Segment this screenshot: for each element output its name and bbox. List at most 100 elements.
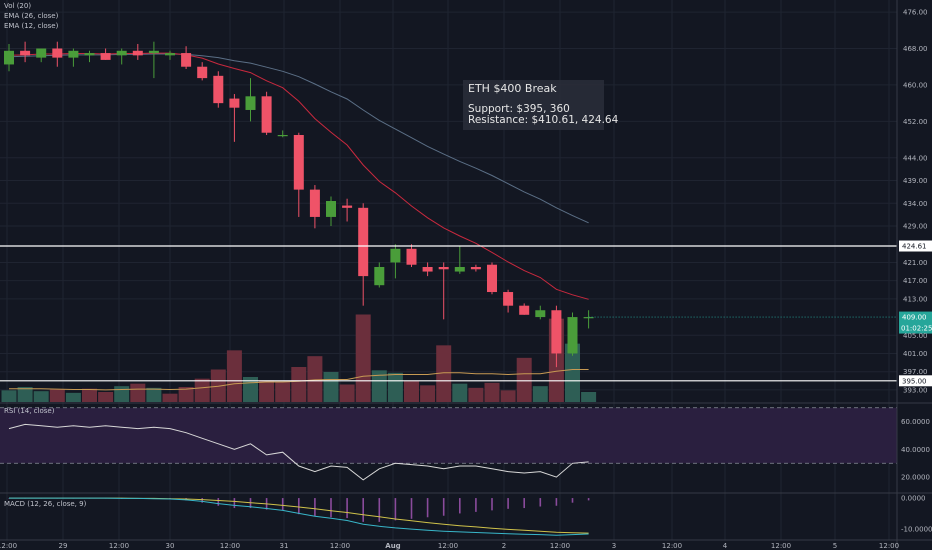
macd-histogram-bar xyxy=(491,498,493,511)
price-tick: 460.00 xyxy=(903,81,928,89)
time-tick: 30 xyxy=(166,542,175,550)
macd-histogram-bar xyxy=(233,498,236,509)
macd-histogram-bar xyxy=(298,498,300,515)
price-tick: 393.00 xyxy=(903,386,928,394)
annotation-box[interactable]: ETH $400 Break Support: $395, 360 Resist… xyxy=(463,80,619,130)
price-tick: 397.00 xyxy=(903,368,928,376)
time-tick: Aug xyxy=(385,542,400,550)
macd-histogram-bar xyxy=(201,498,203,503)
time-tick: 12:00 xyxy=(109,542,129,550)
vol-legend[interactable]: Vol (20) xyxy=(4,2,31,10)
time-tick: 12:00 xyxy=(879,542,899,550)
candle-body xyxy=(551,310,562,354)
macd-histogram-bar xyxy=(539,498,542,507)
candle-body xyxy=(438,267,449,270)
macd-tick: 0.0000 xyxy=(901,495,926,503)
price-tick: 405.00 xyxy=(903,332,928,340)
candle-body xyxy=(36,48,47,58)
candle-body xyxy=(567,317,578,354)
macd-histogram-bar xyxy=(426,498,429,518)
volume-bar xyxy=(371,370,387,402)
macd-legend[interactable]: MACD (12, 26, close, 9) xyxy=(4,500,87,508)
macd-histogram-bar xyxy=(346,498,348,519)
macd-histogram-bar xyxy=(475,498,477,512)
time-tick: 12:00 xyxy=(771,542,791,550)
volume-bar xyxy=(82,388,97,402)
candle-body xyxy=(148,50,159,54)
level-tag xyxy=(899,375,932,387)
price-axis[interactable] xyxy=(897,0,932,550)
volume-bar xyxy=(436,345,452,402)
candle-body xyxy=(165,53,175,56)
candle-body xyxy=(503,292,514,306)
candle-body xyxy=(132,50,143,56)
candle-body xyxy=(583,317,594,319)
time-tick: 31 xyxy=(280,542,289,550)
time-tick: 4 xyxy=(723,542,728,550)
macd-histogram-bar xyxy=(459,498,461,514)
price-tick: 452.00 xyxy=(903,118,928,126)
candle-body xyxy=(454,267,465,272)
candle-body xyxy=(84,53,95,56)
macd-tick: -10.0000 xyxy=(901,525,932,533)
time-tick: 12:00 xyxy=(0,542,17,550)
time-tick: 12:00 xyxy=(330,542,350,550)
macd-histogram-bar xyxy=(523,498,525,509)
ema12-legend[interactable]: EMA (12, close) xyxy=(4,22,59,30)
volume-bar xyxy=(323,372,339,402)
price-tick: 429.00 xyxy=(903,223,928,231)
volume-bar xyxy=(178,387,194,402)
level-tag-label: 424.61 xyxy=(902,243,927,251)
candles xyxy=(4,41,594,368)
countdown-label: 01:02:25 xyxy=(901,325,932,333)
macd-histogram-bar xyxy=(330,498,332,518)
volume-bar xyxy=(275,382,291,402)
horizontal-levels[interactable]: 424.61 395.00 409.00 01:02:25 xyxy=(0,240,932,387)
candle-body xyxy=(358,207,369,277)
macd-line xyxy=(9,497,589,536)
volume-bar xyxy=(65,392,81,402)
candle-body xyxy=(277,135,288,137)
candle-body xyxy=(326,201,336,217)
volume-bar xyxy=(355,314,371,402)
price-tick: 439.00 xyxy=(903,177,928,185)
time-tick: 12:00 xyxy=(438,542,458,550)
time-tick: 2 xyxy=(502,542,506,550)
candle-body xyxy=(374,267,385,286)
candle-body xyxy=(487,264,497,293)
volume-bar xyxy=(49,389,65,402)
annotation-background[interactable] xyxy=(463,80,604,130)
volume-bar xyxy=(291,367,307,402)
level-tag-label: 395.00 xyxy=(902,377,927,385)
volume-bar xyxy=(532,386,548,402)
macd-series xyxy=(8,497,590,536)
candle-body xyxy=(52,48,63,58)
last-price-tag xyxy=(899,311,932,334)
candle-body xyxy=(245,96,256,110)
candle-body xyxy=(4,50,14,65)
volume-bar xyxy=(162,393,178,402)
time-tick: 12:00 xyxy=(220,542,240,550)
candle-body xyxy=(197,66,208,79)
macd-histogram-bar xyxy=(410,498,413,519)
volume-bar xyxy=(98,392,114,402)
rsi-tick: 20.0000 xyxy=(901,474,930,482)
volume-bar xyxy=(581,392,597,402)
volume-bar xyxy=(516,357,532,402)
time-tick: 12:00 xyxy=(550,542,570,550)
time-axis[interactable]: 12:00 29 12:00 30 12:00 31 12:00 Aug 12:00 2 12:00… xyxy=(0,542,899,550)
volume-bar xyxy=(17,387,33,402)
volume-bar xyxy=(565,343,580,402)
volume-bar xyxy=(404,381,419,402)
volume-bar xyxy=(500,390,516,402)
candle-body xyxy=(293,135,304,190)
price-tick: 417.00 xyxy=(903,277,928,285)
rsi-tick: 40.0000 xyxy=(901,446,930,454)
volume-bar xyxy=(194,378,210,402)
volume-bar xyxy=(259,380,275,402)
ema26-legend[interactable]: EMA (26, close) xyxy=(4,12,59,20)
macd-histogram-bar xyxy=(217,498,220,506)
rsi-legend[interactable]: RSI (14, close) xyxy=(4,407,55,415)
annotation-resistance: Resistance: $410.61, 424.64 xyxy=(468,114,619,126)
